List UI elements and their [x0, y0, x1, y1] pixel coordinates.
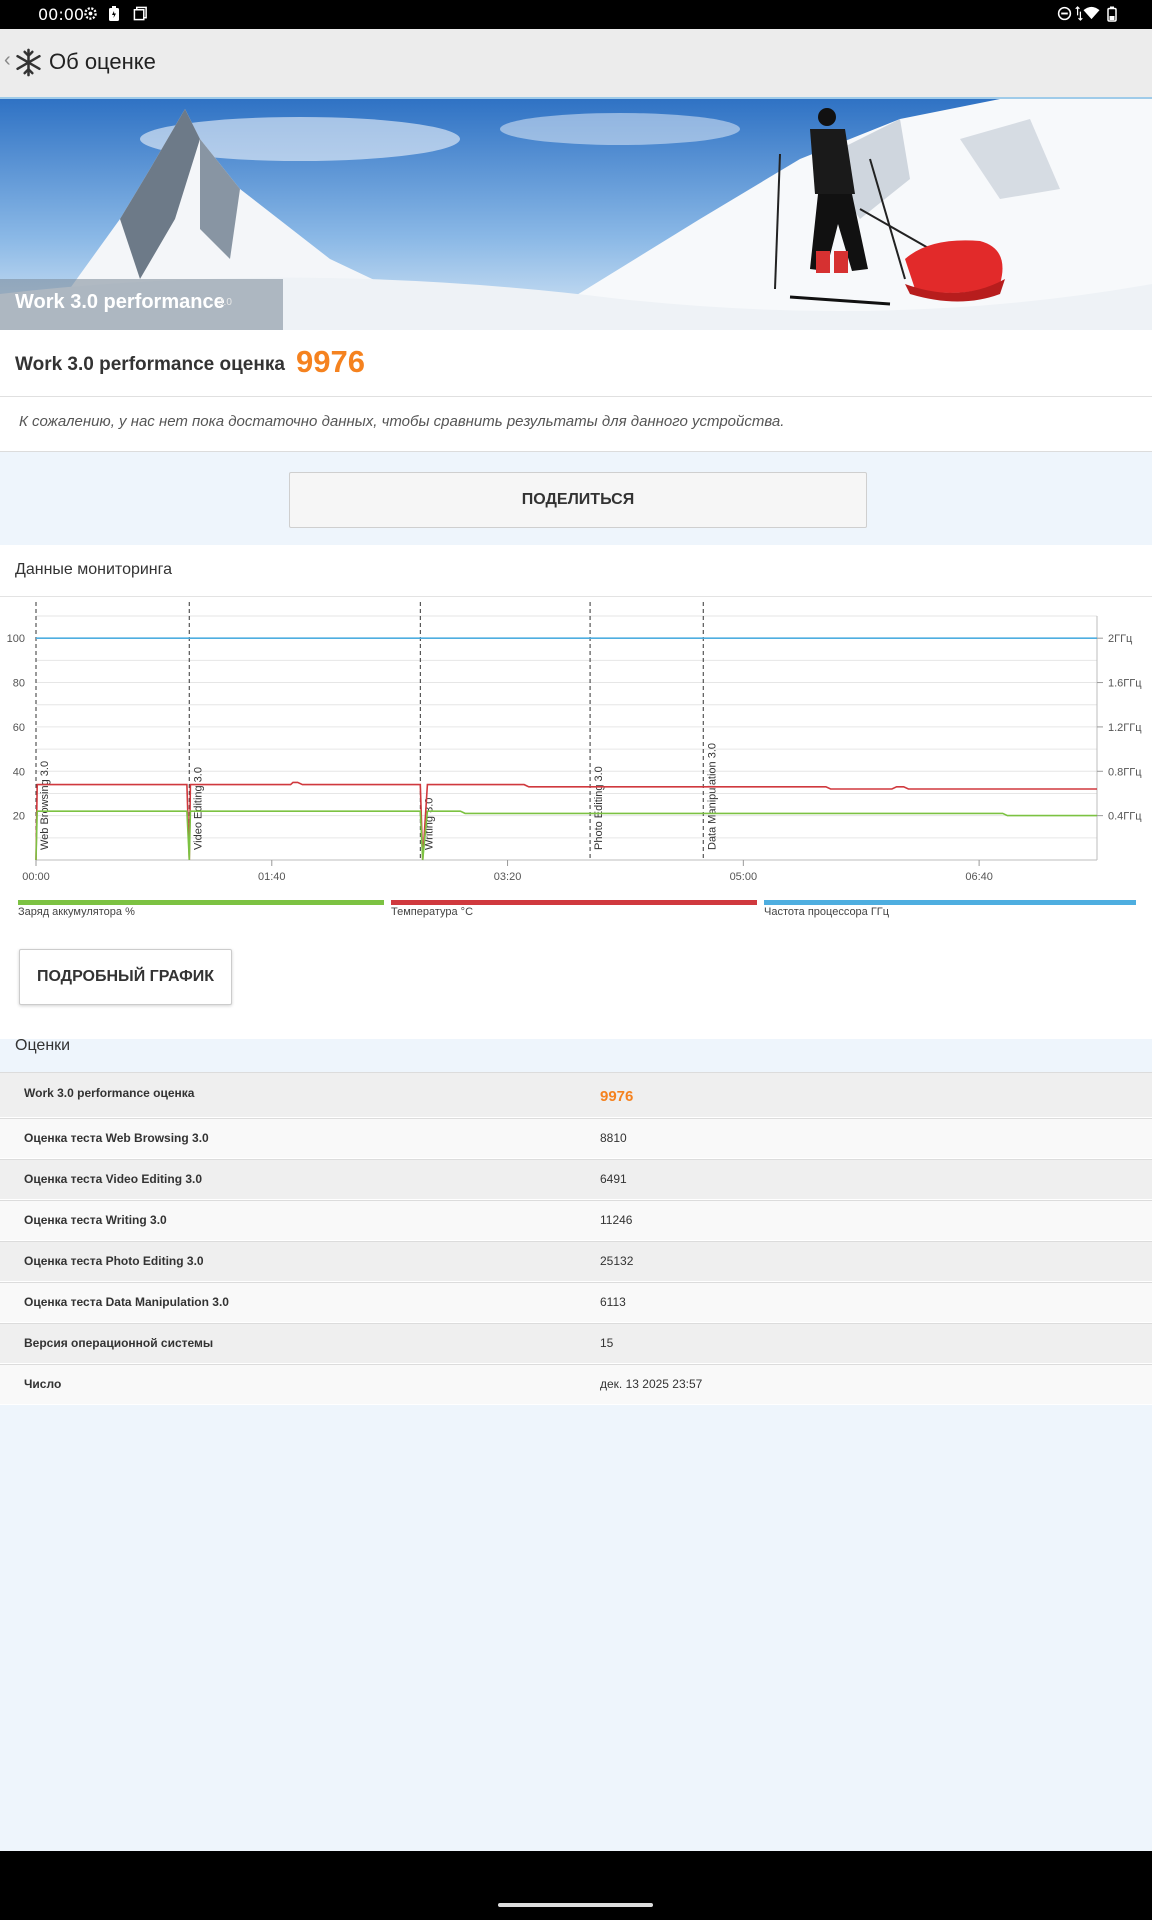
- navigation-bar: [0, 1851, 1152, 1920]
- data-arrows-icon: [1075, 6, 1083, 21]
- x-tick-label: 05:00: [730, 871, 758, 883]
- page-title: Об оценке: [49, 49, 156, 74]
- row-value: 9976: [600, 1088, 634, 1105]
- row-value: 6113: [600, 1295, 626, 1309]
- battery-icon: [1107, 6, 1117, 22]
- comparison-notice-text: К сожалению, у нас нет пока достаточно д…: [19, 413, 785, 430]
- row-label: Оценка теста Video Editing 3.0: [24, 1172, 203, 1186]
- monitoring-card: Данные мониторинга 20 40 60 80 100 0.4ГГц 0.8Г…: [0, 545, 1152, 1039]
- y-tick-label-left: 100: [7, 633, 25, 645]
- row-value: дек. 13 2025 23:57: [600, 1377, 703, 1391]
- mountain-skier-image: [0, 99, 1152, 330]
- table-row: Оценка теста Photo Editing 3.0 25132: [0, 1241, 1152, 1282]
- legend-label-temperature: Температура °C: [391, 906, 474, 918]
- row-label: Оценка теста Data Manipulation 3.0: [24, 1295, 229, 1309]
- score-label: Work 3.0 performance оценка: [15, 354, 285, 375]
- status-time: 00:00: [38, 5, 85, 24]
- series-line: [35, 810, 1097, 861]
- table-row: Оценка теста Video Editing 3.0 6491: [0, 1159, 1152, 1200]
- row-value: 8810: [600, 1131, 627, 1145]
- table-row: Оценка теста Writing 3.0 11246: [0, 1200, 1152, 1241]
- legend-label-cpu: Частота процессора ГГц: [764, 906, 890, 918]
- table-row: Оценка теста Web Browsing 3.0 8810: [0, 1118, 1152, 1159]
- app-bar: ‹ Об оценке: [0, 29, 1152, 99]
- x-tick-label: 01:40: [258, 871, 286, 883]
- scores-table: Work 3.0 performance оценка 9976 Оценка …: [0, 1072, 1152, 1405]
- monitoring-chart: 20 40 60 80 100 0.4ГГц 0.8ГГц 1.2ГГц 1.6ГГц 2ГГц 0…: [7, 602, 1142, 883]
- table-row: Оценка теста Data Manipulation 3.0 6113: [0, 1282, 1152, 1323]
- test-marker-label: Web Browsing 3.0: [39, 761, 51, 850]
- row-value: 11246: [600, 1213, 633, 1227]
- legend-swatch-cpu: [764, 900, 1136, 905]
- settings-icon: [84, 7, 97, 20]
- table-row: Число дек. 13 2025 23:57: [0, 1364, 1152, 1405]
- row-label: Оценка теста Writing 3.0: [24, 1213, 167, 1227]
- y-tick-label-right: 1.6ГГц: [1108, 678, 1142, 690]
- monitoring-heading: Данные мониторинга: [15, 561, 173, 578]
- row-label: Число: [24, 1377, 62, 1391]
- hero-banner: Work 3.0 performance 3.0: [0, 99, 1152, 330]
- banner-title: Work 3.0 performance 3.0: [0, 279, 283, 330]
- snowflake-logo-icon[interactable]: [14, 48, 43, 77]
- screenshot-icon: [133, 6, 147, 21]
- y-tick-label-left: 60: [13, 722, 25, 734]
- row-value: 25132: [600, 1254, 634, 1268]
- dnd-icon: [1057, 6, 1072, 21]
- row-value: 6491: [600, 1172, 627, 1186]
- legend-swatch-temperature: [391, 900, 757, 905]
- scores-heading: Оценки: [15, 1037, 71, 1054]
- y-tick-label-right: 1.2ГГц: [1108, 722, 1142, 734]
- legend-swatch-battery: [18, 900, 384, 905]
- test-marker-label: Data Manipulation 3.0: [706, 743, 718, 850]
- x-tick-label: 00:00: [22, 871, 50, 883]
- home-gesture-handle[interactable]: [498, 1903, 653, 1907]
- x-tick-label: 03:20: [494, 871, 522, 883]
- status-bar: 00:00: [0, 0, 1152, 29]
- skier: [774, 108, 1005, 306]
- score-header: Work 3.0 performance оценка 9976: [0, 330, 1152, 397]
- score-value: 9976: [296, 344, 365, 379]
- y-tick-label-right: 0.4ГГц: [1108, 811, 1142, 823]
- battery-saver-icon: [109, 6, 119, 21]
- y-tick-label-left: 40: [13, 766, 25, 778]
- share-button[interactable]: ПОДЕЛИТЬСЯ: [289, 472, 867, 528]
- divider: [0, 596, 1152, 597]
- row-label: Версия операционной системы: [24, 1336, 214, 1350]
- row-label: Оценка теста Web Browsing 3.0: [24, 1131, 209, 1145]
- test-marker-label: Video Editing 3.0: [192, 767, 204, 850]
- wifi-icon: [1083, 6, 1100, 20]
- row-label: Work 3.0 performance оценка: [24, 1086, 195, 1100]
- legend-label-battery: Заряд аккумулятора %: [18, 906, 135, 918]
- row-value: 15: [600, 1336, 614, 1350]
- test-marker-label: Photo Editing 3.0: [593, 766, 605, 850]
- banner-version-badge: 3.0: [218, 297, 232, 308]
- table-row: Work 3.0 performance оценка 9976: [0, 1072, 1152, 1118]
- y-tick-label-right: 0.8ГГц: [1108, 766, 1142, 778]
- y-tick-label-right: 2ГГц: [1108, 633, 1133, 645]
- y-tick-label-left: 80: [13, 678, 25, 690]
- comparison-notice: К сожалению, у нас нет пока достаточно д…: [0, 397, 1152, 452]
- banner-title-text: Work 3.0 performance: [15, 291, 225, 313]
- row-label: Оценка теста Photo Editing 3.0: [24, 1254, 204, 1268]
- x-tick-label: 06:40: [965, 871, 993, 883]
- table-row: Версия операционной системы 15: [0, 1323, 1152, 1364]
- detailed-chart-button[interactable]: ПОДРОБНЫЙ ГРАФИК: [19, 949, 232, 1005]
- chevron-left-icon[interactable]: ‹: [4, 49, 11, 71]
- y-tick-label-left: 20: [13, 811, 25, 823]
